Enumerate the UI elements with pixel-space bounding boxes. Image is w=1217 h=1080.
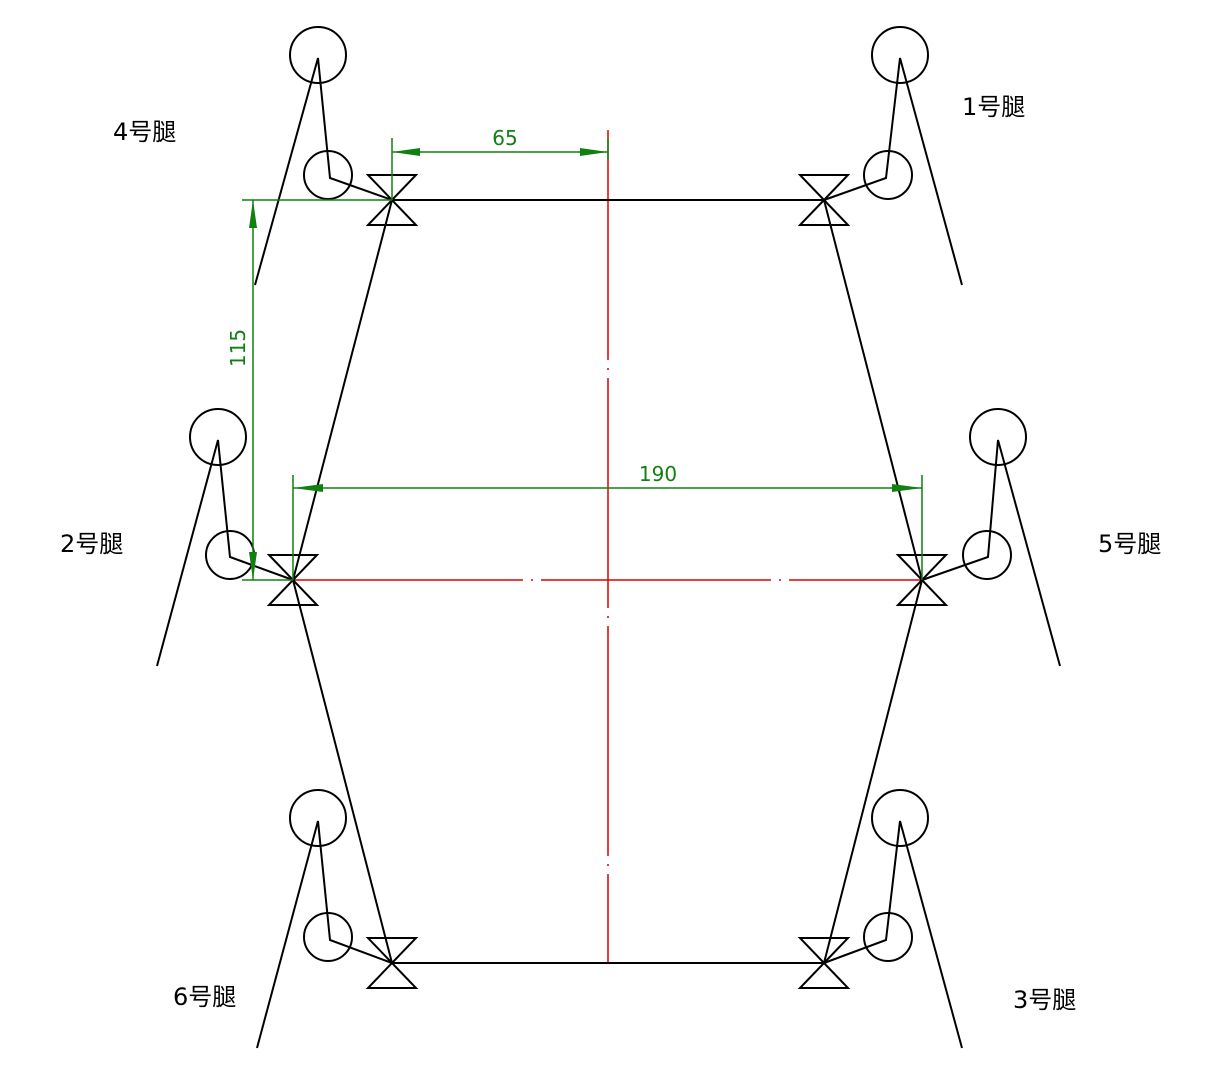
leg-label-5: 5号腿 — [1098, 530, 1161, 558]
dimension-190: 190 — [292, 462, 923, 580]
leg-6-linkage — [256, 789, 393, 1049]
leg-5-linkage — [921, 408, 1061, 667]
leg-5-hip-circle — [962, 530, 1012, 580]
leg-3-linkage — [823, 789, 963, 1049]
leg-label-1: 1号腿 — [962, 93, 1025, 121]
hip-joint-2 — [266, 554, 320, 606]
hip-joint-3 — [797, 937, 851, 989]
hip-joint-1 — [797, 174, 851, 226]
dimension-190-label: 190 — [639, 462, 677, 486]
leg-label-4: 4号腿 — [113, 118, 176, 146]
leg-1-knee-circle — [871, 26, 929, 84]
hip-joint-5 — [895, 554, 949, 606]
leg-3-knee-circle — [871, 789, 929, 847]
hip-joint-6 — [365, 937, 419, 989]
leg-label-6: 6号腿 — [173, 983, 236, 1011]
leg-4-knee-circle — [289, 26, 347, 84]
leg-6-knee-circle — [289, 789, 347, 847]
leg-4-linkage — [254, 26, 393, 286]
dimension-115: 115 — [226, 199, 392, 581]
dimension-65: 65 — [391, 126, 609, 200]
hip-joint-4 — [365, 174, 419, 226]
leg-2-knee-circle — [189, 408, 247, 466]
dimension-65-label: 65 — [492, 126, 517, 150]
leg-1-linkage — [823, 26, 963, 286]
leg-1-hip-circle — [863, 150, 913, 200]
dimension-115-label: 115 — [226, 329, 250, 367]
leg-3-hip-circle — [863, 912, 913, 962]
leg-label-2: 2号腿 — [60, 530, 123, 558]
hip-joint-markers — [266, 174, 949, 989]
leg-5-knee-circle — [969, 408, 1027, 466]
leg-label-3: 3号腿 — [1013, 986, 1076, 1014]
leg-2-linkage — [156, 408, 294, 667]
